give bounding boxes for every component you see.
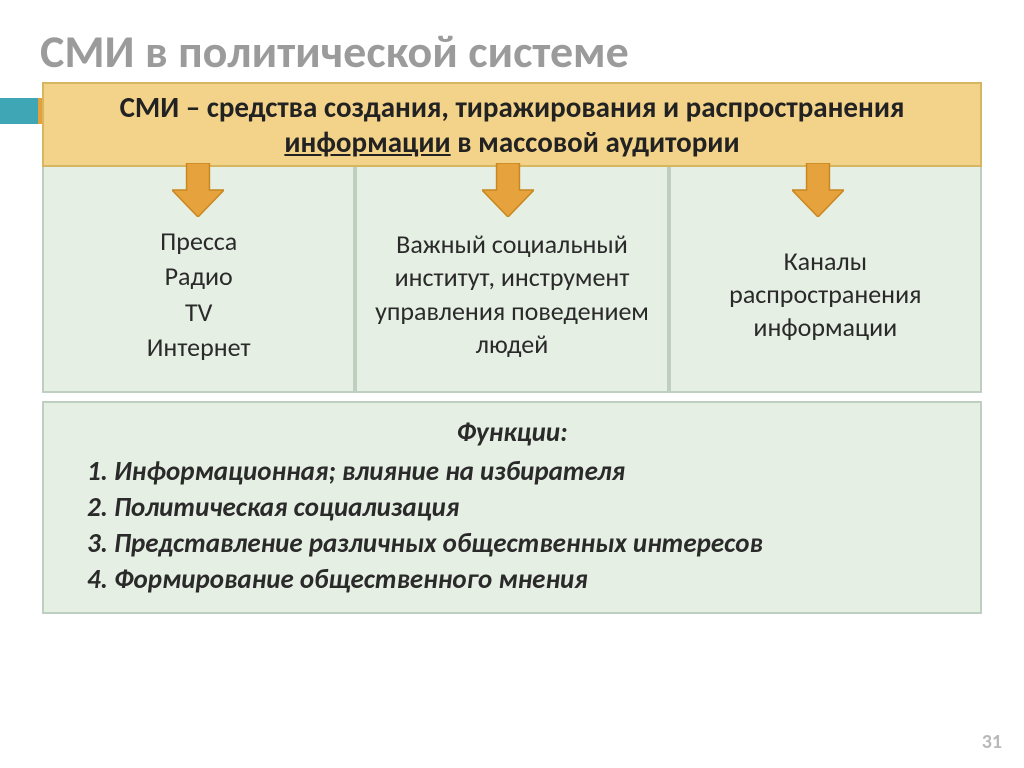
col1-line: Интернет (147, 331, 251, 364)
definition-underlined: информации (284, 124, 450, 160)
col1-line: TV (147, 296, 251, 329)
definition-prefix: СМИ – средства создания, тиражирования и… (120, 89, 905, 125)
down-arrow-icon (172, 163, 224, 217)
column-1-lines: Пресса Радио TV Интернет (147, 223, 251, 366)
functions-box: Функции: Информационная; влияние на изби… (42, 401, 982, 614)
definition-suffix: в массовой аудитории (451, 124, 740, 160)
col1-line: Радио (147, 260, 251, 293)
function-item: Информационная; влияние на избирателя (114, 454, 954, 489)
functions-title: Функции: (70, 415, 954, 450)
definition-box: СМИ – средства создания, тиражирования и… (42, 82, 982, 166)
down-arrow-icon (482, 163, 534, 217)
function-item: Формирование общественного мнения (114, 562, 954, 597)
column-3-text: Каналы распространения информации (687, 245, 964, 345)
page-number: 31 (982, 730, 1002, 754)
accent-segment-1 (0, 98, 38, 124)
slide: СМИ в политической системе СМИ – средств… (0, 0, 1024, 768)
column-2-text: Важный социальный институт, инструмент у… (373, 228, 650, 361)
function-item: Политическая социализация (114, 490, 954, 525)
col1-line: Пресса (147, 225, 251, 258)
functions-list: Информационная; влияние на избирателя По… (70, 454, 954, 597)
down-arrow-icon (792, 163, 844, 217)
function-item: Представление различных общественных инт… (114, 526, 954, 561)
page-title: СМИ в политической системе (40, 28, 984, 76)
